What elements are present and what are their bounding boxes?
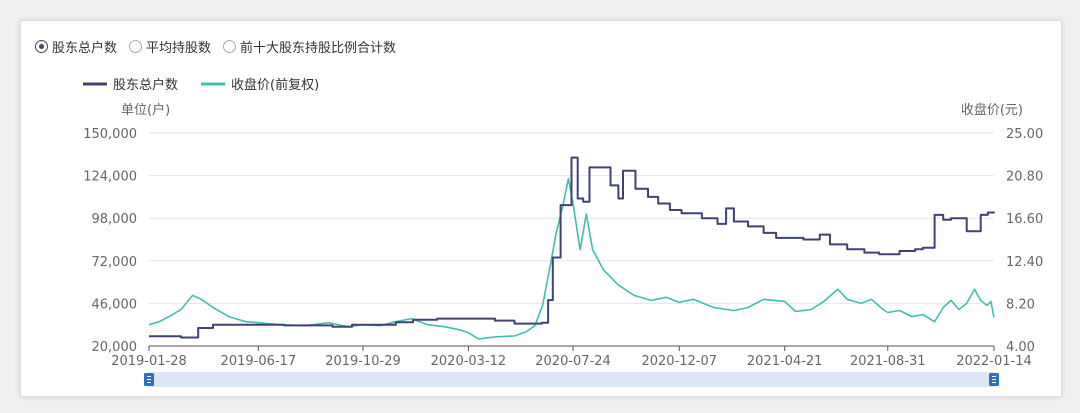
x-tick-label: 2020-03-12 xyxy=(431,354,507,369)
legend[interactable]: 股东总户数 收盘价(前复权) xyxy=(83,77,319,93)
legend-label-price[interactable]: 收盘价(前复权) xyxy=(231,77,319,93)
radio-selected-icon[interactable] xyxy=(35,40,48,53)
x-tick-label: 2021-04-21 xyxy=(747,354,823,369)
x-tick-label: 2022-01-14 xyxy=(956,354,1032,369)
date-range-slider[interactable] xyxy=(144,372,999,387)
slider-track[interactable] xyxy=(149,372,994,387)
left-tick-label: 20,000 xyxy=(92,340,138,355)
right-tick-label: 20.80 xyxy=(1006,170,1043,185)
left-tick-label: 46,000 xyxy=(92,297,138,312)
left-axis: 150,000 124,000 98,000 72,000 46,000 20,000 xyxy=(83,127,137,355)
right-tick-label: 16.60 xyxy=(1006,212,1043,227)
legend-label-shareholders[interactable]: 股东总户数 xyxy=(113,77,178,93)
left-axis-title: 单位(户) xyxy=(121,102,170,118)
x-axis: 2019-01-28 2019-06-17 2019-10-29 2020-03-12… xyxy=(111,346,1032,369)
left-tick-label: 150,000 xyxy=(83,127,137,142)
series-line-shareholders xyxy=(149,156,995,339)
series-lines xyxy=(148,156,995,340)
series-line-price xyxy=(148,177,995,340)
right-tick-label: 4.00 xyxy=(1006,340,1035,355)
left-tick-label: 124,000 xyxy=(83,170,137,185)
grid xyxy=(149,132,994,347)
option-label: 股东总户数 xyxy=(52,41,118,56)
x-tick-label: 2020-07-24 xyxy=(535,354,611,369)
option-label: 平均持股数 xyxy=(146,41,212,56)
radio-icon[interactable] xyxy=(129,40,143,53)
x-tick-label: 2021-08-31 xyxy=(850,354,926,369)
metric-selector: 股东总户数 平均持股数 前十大股东持股比例合计数 xyxy=(35,37,396,56)
option-shareholder-count[interactable]: 股东总户数 xyxy=(35,37,117,56)
right-tick-label: 8.20 xyxy=(1006,297,1035,312)
option-label: 前十大股东持股比例合计数 xyxy=(240,41,397,56)
radio-icon[interactable] xyxy=(223,40,237,53)
x-tick-label: 2020-12-07 xyxy=(641,354,717,369)
right-axis: 25.00 20.80 16.60 12.40 8.20 4.00 xyxy=(1006,127,1043,355)
left-tick-label: 72,000 xyxy=(92,255,138,270)
left-tick-label: 98,000 xyxy=(92,212,138,227)
x-tick-label: 2019-10-29 xyxy=(325,354,401,369)
x-tick-label: 2019-01-28 xyxy=(111,354,187,369)
right-axis-title: 收盘价(元) xyxy=(961,102,1023,118)
right-tick-label: 25.00 xyxy=(1006,127,1043,142)
chart-plot: 股东总户数 收盘价(前复权) 单位(户) 收盘价(元) 150,000 124,0… xyxy=(83,77,1043,387)
option-top10-ratio[interactable]: 前十大股东持股比例合计数 xyxy=(223,37,396,56)
option-average-holding[interactable]: 平均持股数 xyxy=(129,37,211,56)
x-tick-label: 2019-06-17 xyxy=(221,354,297,369)
right-tick-label: 12.40 xyxy=(1006,255,1043,270)
chart-card: 股东总户数 平均持股数 前十大股东持股比例合计数 股东总户数 收盘价(前复权) … xyxy=(20,20,1062,397)
